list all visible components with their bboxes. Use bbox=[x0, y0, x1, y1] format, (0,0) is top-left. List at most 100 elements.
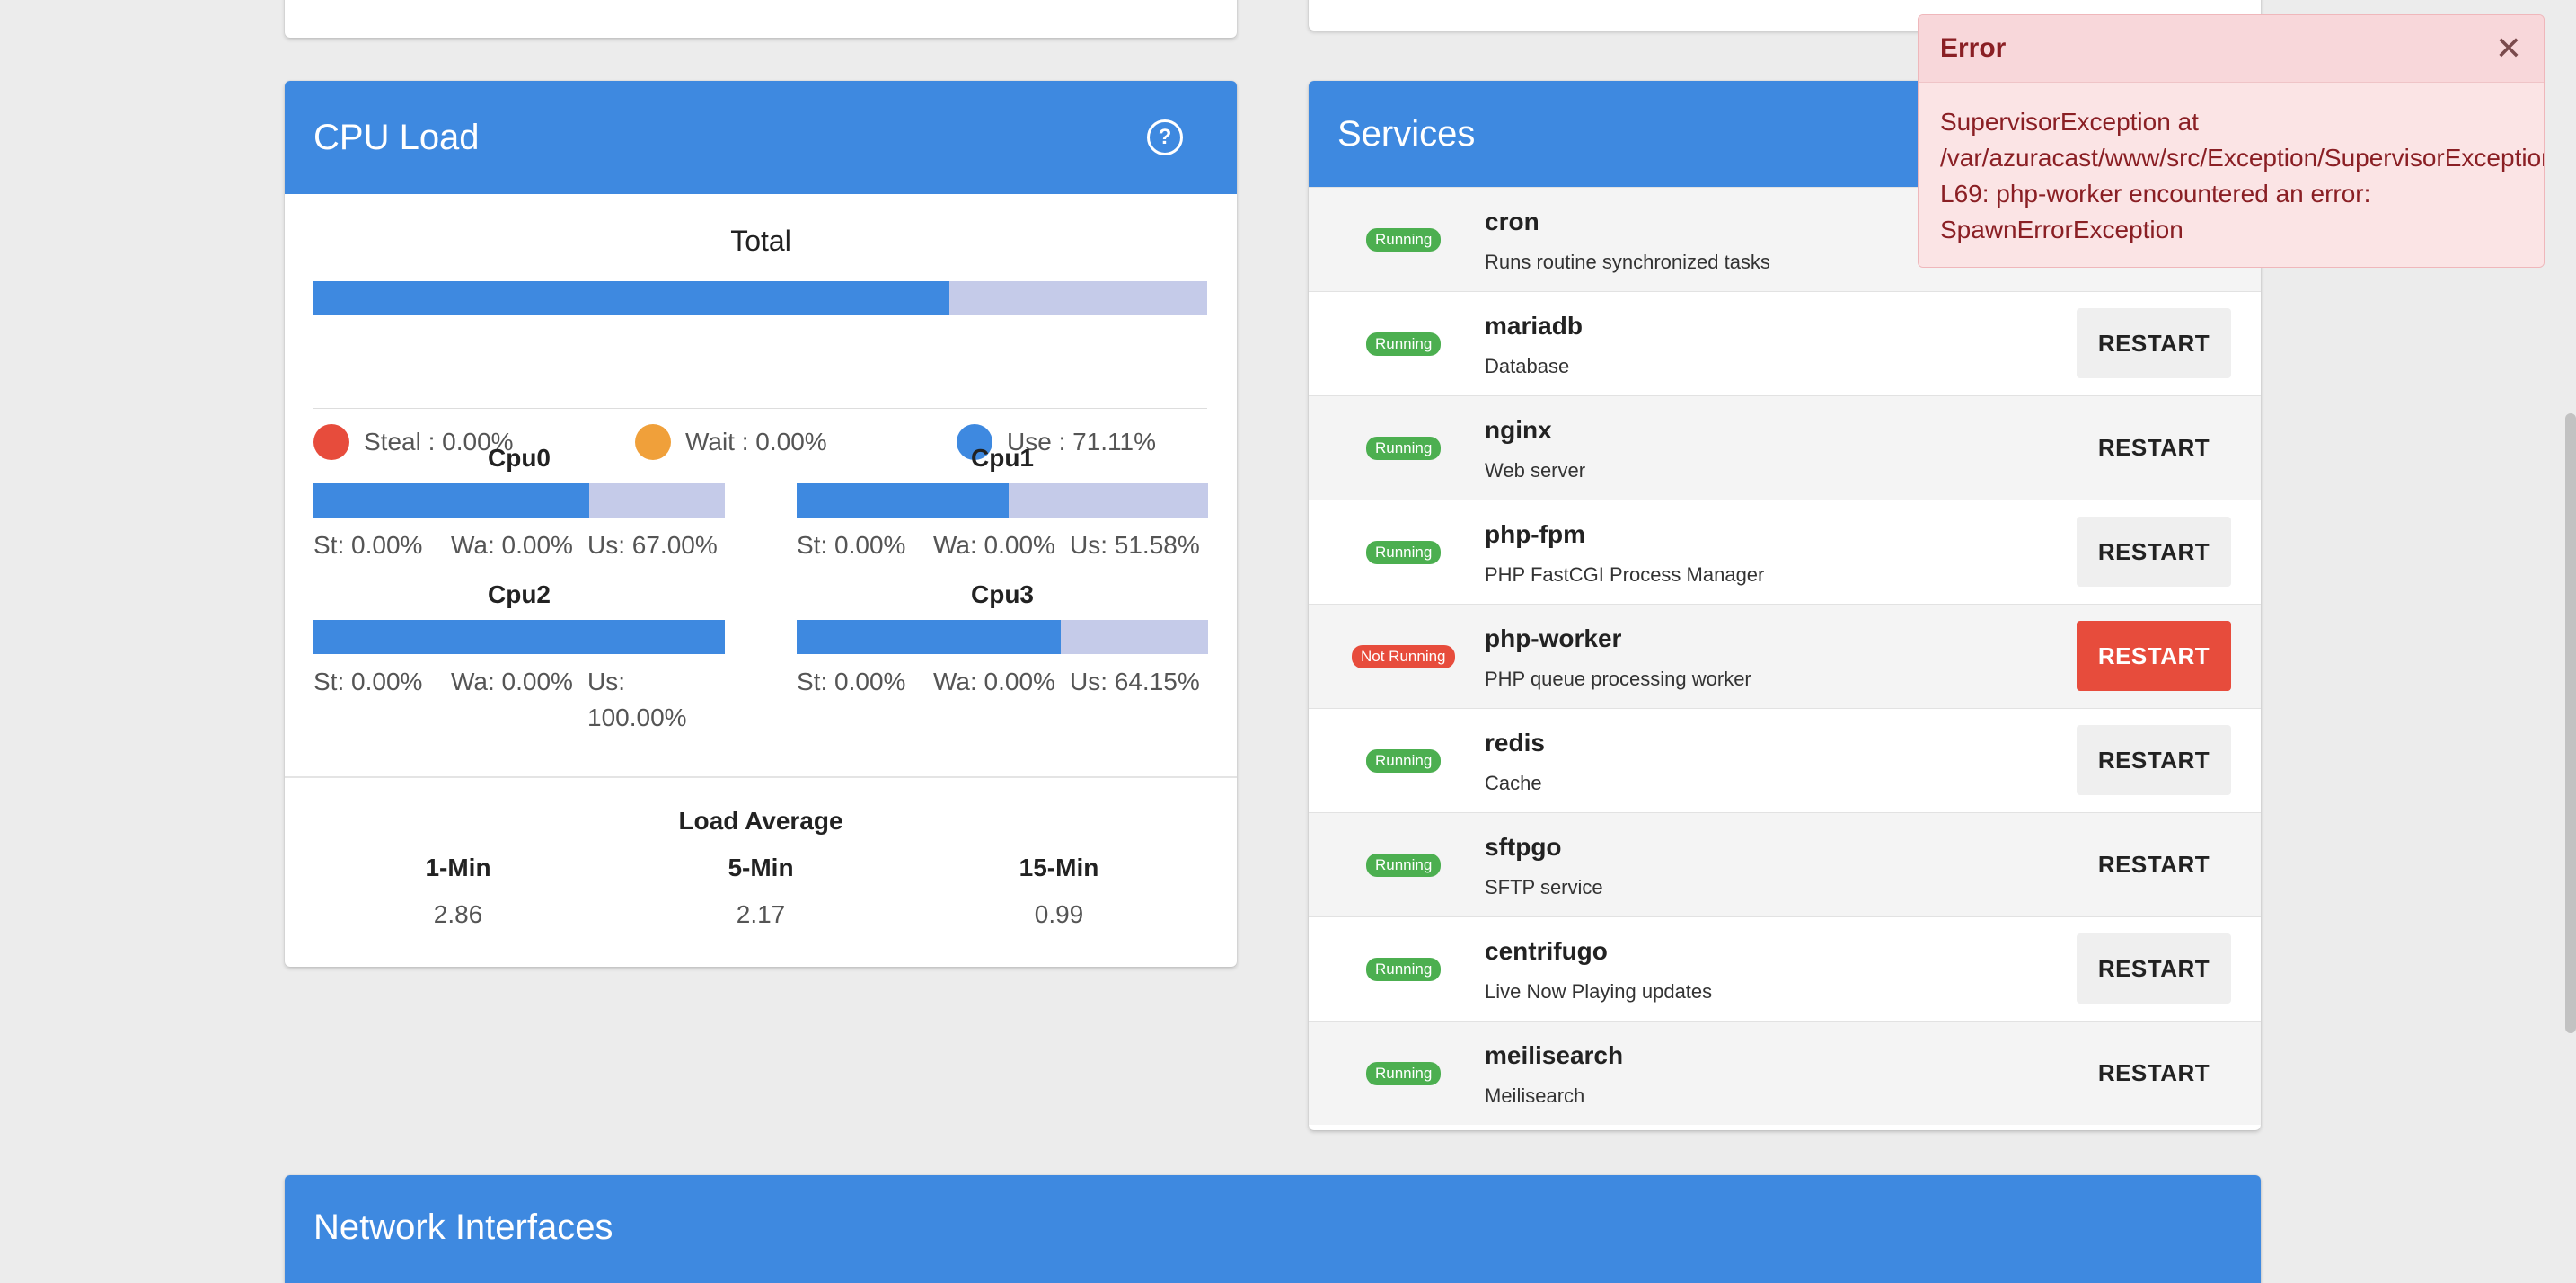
restart-button-redis[interactable]: RESTART bbox=[2077, 725, 2231, 795]
cpu1-steal: St: 0.00% bbox=[797, 531, 906, 559]
cpu1-title: Cpu1 bbox=[971, 444, 1034, 472]
divider bbox=[313, 408, 1207, 409]
network-interfaces-card: Network Interfaces bbox=[285, 1175, 2261, 1283]
cpu0-title: Cpu0 bbox=[488, 444, 551, 472]
restart-button-nginx[interactable]: RESTART bbox=[2077, 412, 2231, 482]
cpu1-bar bbox=[797, 483, 1208, 518]
service-description: Database bbox=[1485, 355, 1570, 377]
load-1min-value: 2.86 bbox=[433, 900, 483, 928]
legend-use: Use : 71.11% bbox=[957, 424, 1156, 460]
status-badge: Running bbox=[1366, 436, 1442, 460]
error-message-line: L69: php-worker encountered an error: bbox=[1940, 180, 2371, 208]
services-title: Services bbox=[1337, 113, 1476, 154]
cpu-load-header: CPU Load ? bbox=[285, 81, 1237, 194]
legend-wait: Wait : 0.00% bbox=[635, 424, 827, 460]
restart-button-meilisearch[interactable]: RESTART bbox=[2077, 1038, 2231, 1108]
cpu0-wait: Wa: 0.00% bbox=[451, 531, 573, 559]
service-name: sftpgo bbox=[1485, 833, 1562, 861]
cpu3-bar bbox=[797, 620, 1208, 654]
cpu2-use-label: Us: bbox=[587, 668, 625, 695]
service-row-php-fpm: Running php-fpm PHP FastCGI Process Manage… bbox=[1309, 500, 2261, 604]
load-15min: 15-Min 0.99 bbox=[951, 854, 1167, 929]
service-name: meilisearch bbox=[1485, 1041, 1624, 1069]
cpu-load-title: CPU Load bbox=[313, 117, 480, 157]
service-description: SFTP service bbox=[1485, 876, 1603, 898]
status-badge: Running bbox=[1366, 853, 1442, 877]
restart-button-php-fpm[interactable]: RESTART bbox=[2077, 517, 2231, 587]
network-interfaces-header: Network Interfaces bbox=[285, 1175, 2261, 1283]
use-label: Use : 71.11% bbox=[1007, 428, 1157, 456]
load-1min: 1-Min 2.86 bbox=[350, 854, 566, 929]
service-description: PHP FastCGI Process Manager bbox=[1485, 563, 1765, 586]
service-name: php-worker bbox=[1485, 624, 1622, 652]
cpu3-title: Cpu3 bbox=[971, 580, 1034, 608]
service-description: Cache bbox=[1485, 772, 1542, 794]
load-5min-label: 5-Min bbox=[728, 854, 794, 881]
error-toast: Error ✕ SupervisorException at /var/azur… bbox=[1918, 14, 2545, 268]
legend-steal: Steal : 0.00% bbox=[313, 424, 514, 460]
cpu1-fill bbox=[797, 483, 1010, 518]
help-icon[interactable]: ? bbox=[1147, 119, 1183, 155]
network-interfaces-title: Network Interfaces bbox=[313, 1208, 613, 1247]
service-name: mariadb bbox=[1485, 312, 1583, 340]
cpu0-steal: St: 0.00% bbox=[313, 531, 423, 559]
page-scrollbar[interactable] bbox=[2565, 413, 2576, 1033]
service-name: nginx bbox=[1485, 416, 1552, 444]
status-badge: Running bbox=[1366, 957, 1442, 981]
status-badge: Not Running bbox=[1352, 644, 1455, 668]
cpu1-wait: Wa: 0.00% bbox=[933, 531, 1055, 559]
cpu2-wait: Wa: 0.00% bbox=[451, 668, 573, 695]
error-message-line: SupervisorException at bbox=[1940, 108, 2199, 136]
status-badge: Running bbox=[1366, 540, 1442, 564]
service-name: redis bbox=[1485, 729, 1545, 757]
cpu2-title: Cpu2 bbox=[488, 580, 551, 608]
service-description: Live Now Playing updates bbox=[1485, 980, 1713, 1003]
load-15min-value: 0.99 bbox=[1034, 900, 1084, 928]
service-description: PHP queue processing worker bbox=[1485, 668, 1751, 690]
restart-button-mariadb[interactable]: RESTART bbox=[2077, 308, 2231, 378]
error-message-line: SpawnErrorException bbox=[1940, 216, 2183, 243]
cpu0-use: Us: 67.00% bbox=[587, 531, 718, 559]
cpu3-steal: St: 0.00% bbox=[797, 668, 906, 695]
cpu2-steal: St: 0.00% bbox=[313, 668, 423, 695]
cpu3-fill bbox=[797, 620, 1061, 654]
steal-dot-icon bbox=[313, 424, 349, 460]
error-toast-title: Error bbox=[1940, 33, 2007, 63]
load-average-title: Load Average bbox=[678, 807, 843, 835]
service-name: php-fpm bbox=[1485, 520, 1585, 548]
service-description: Meilisearch bbox=[1485, 1084, 1585, 1107]
use-dot-icon bbox=[957, 424, 992, 460]
total-usage-fill bbox=[313, 281, 949, 315]
load-5min-value: 2.17 bbox=[736, 900, 786, 928]
cpu2-fill bbox=[313, 620, 725, 654]
restart-button-php-worker[interactable]: RESTART bbox=[2077, 621, 2231, 691]
service-row-sftpgo: Running sftpgo SFTP service RESTART bbox=[1309, 812, 2261, 916]
memory-card-partial bbox=[285, 0, 1237, 38]
steal-label: Steal : 0.00% bbox=[364, 428, 514, 456]
service-row-meilisearch: Running meilisearch Meilisearch RESTART bbox=[1309, 1021, 2261, 1125]
restart-button-sftpgo[interactable]: RESTART bbox=[2077, 829, 2231, 899]
service-description: Web server bbox=[1485, 459, 1586, 482]
service-row-redis: Running redis Cache RESTART bbox=[1309, 708, 2261, 812]
service-name: cron bbox=[1485, 208, 1539, 235]
error-toast-body: SupervisorException at /var/azuracast/ww… bbox=[1919, 83, 2545, 267]
service-row-mariadb: Running mariadb Database RESTART bbox=[1309, 291, 2261, 395]
cpu1-use: Us: 51.58% bbox=[1070, 531, 1200, 559]
section-divider bbox=[285, 776, 1237, 778]
cpu0-bar bbox=[313, 483, 725, 518]
cpu0-fill bbox=[313, 483, 589, 518]
close-icon[interactable]: ✕ bbox=[2494, 30, 2522, 66]
total-title: Total bbox=[730, 225, 791, 257]
status-badge: Running bbox=[1366, 1061, 1442, 1085]
cpu3-wait: Wa: 0.00% bbox=[933, 668, 1055, 695]
total-usage-bar bbox=[313, 281, 1207, 315]
cpu2-bar bbox=[313, 620, 725, 654]
error-message-line: /var/azuracast/www/src/Exception/Supervi… bbox=[1940, 144, 2545, 172]
status-badge: Running bbox=[1366, 332, 1442, 356]
service-row-centrifugo: Running centrifugo Live Now Playing update… bbox=[1309, 916, 2261, 1021]
cpu2-use-value: 100.00% bbox=[587, 703, 687, 731]
service-row-nginx: Running nginx Web server RESTART bbox=[1309, 395, 2261, 500]
wait-label: Wait : 0.00% bbox=[685, 428, 827, 456]
load-15min-label: 15-Min bbox=[1019, 854, 1099, 881]
restart-button-centrifugo[interactable]: RESTART bbox=[2077, 933, 2231, 1004]
